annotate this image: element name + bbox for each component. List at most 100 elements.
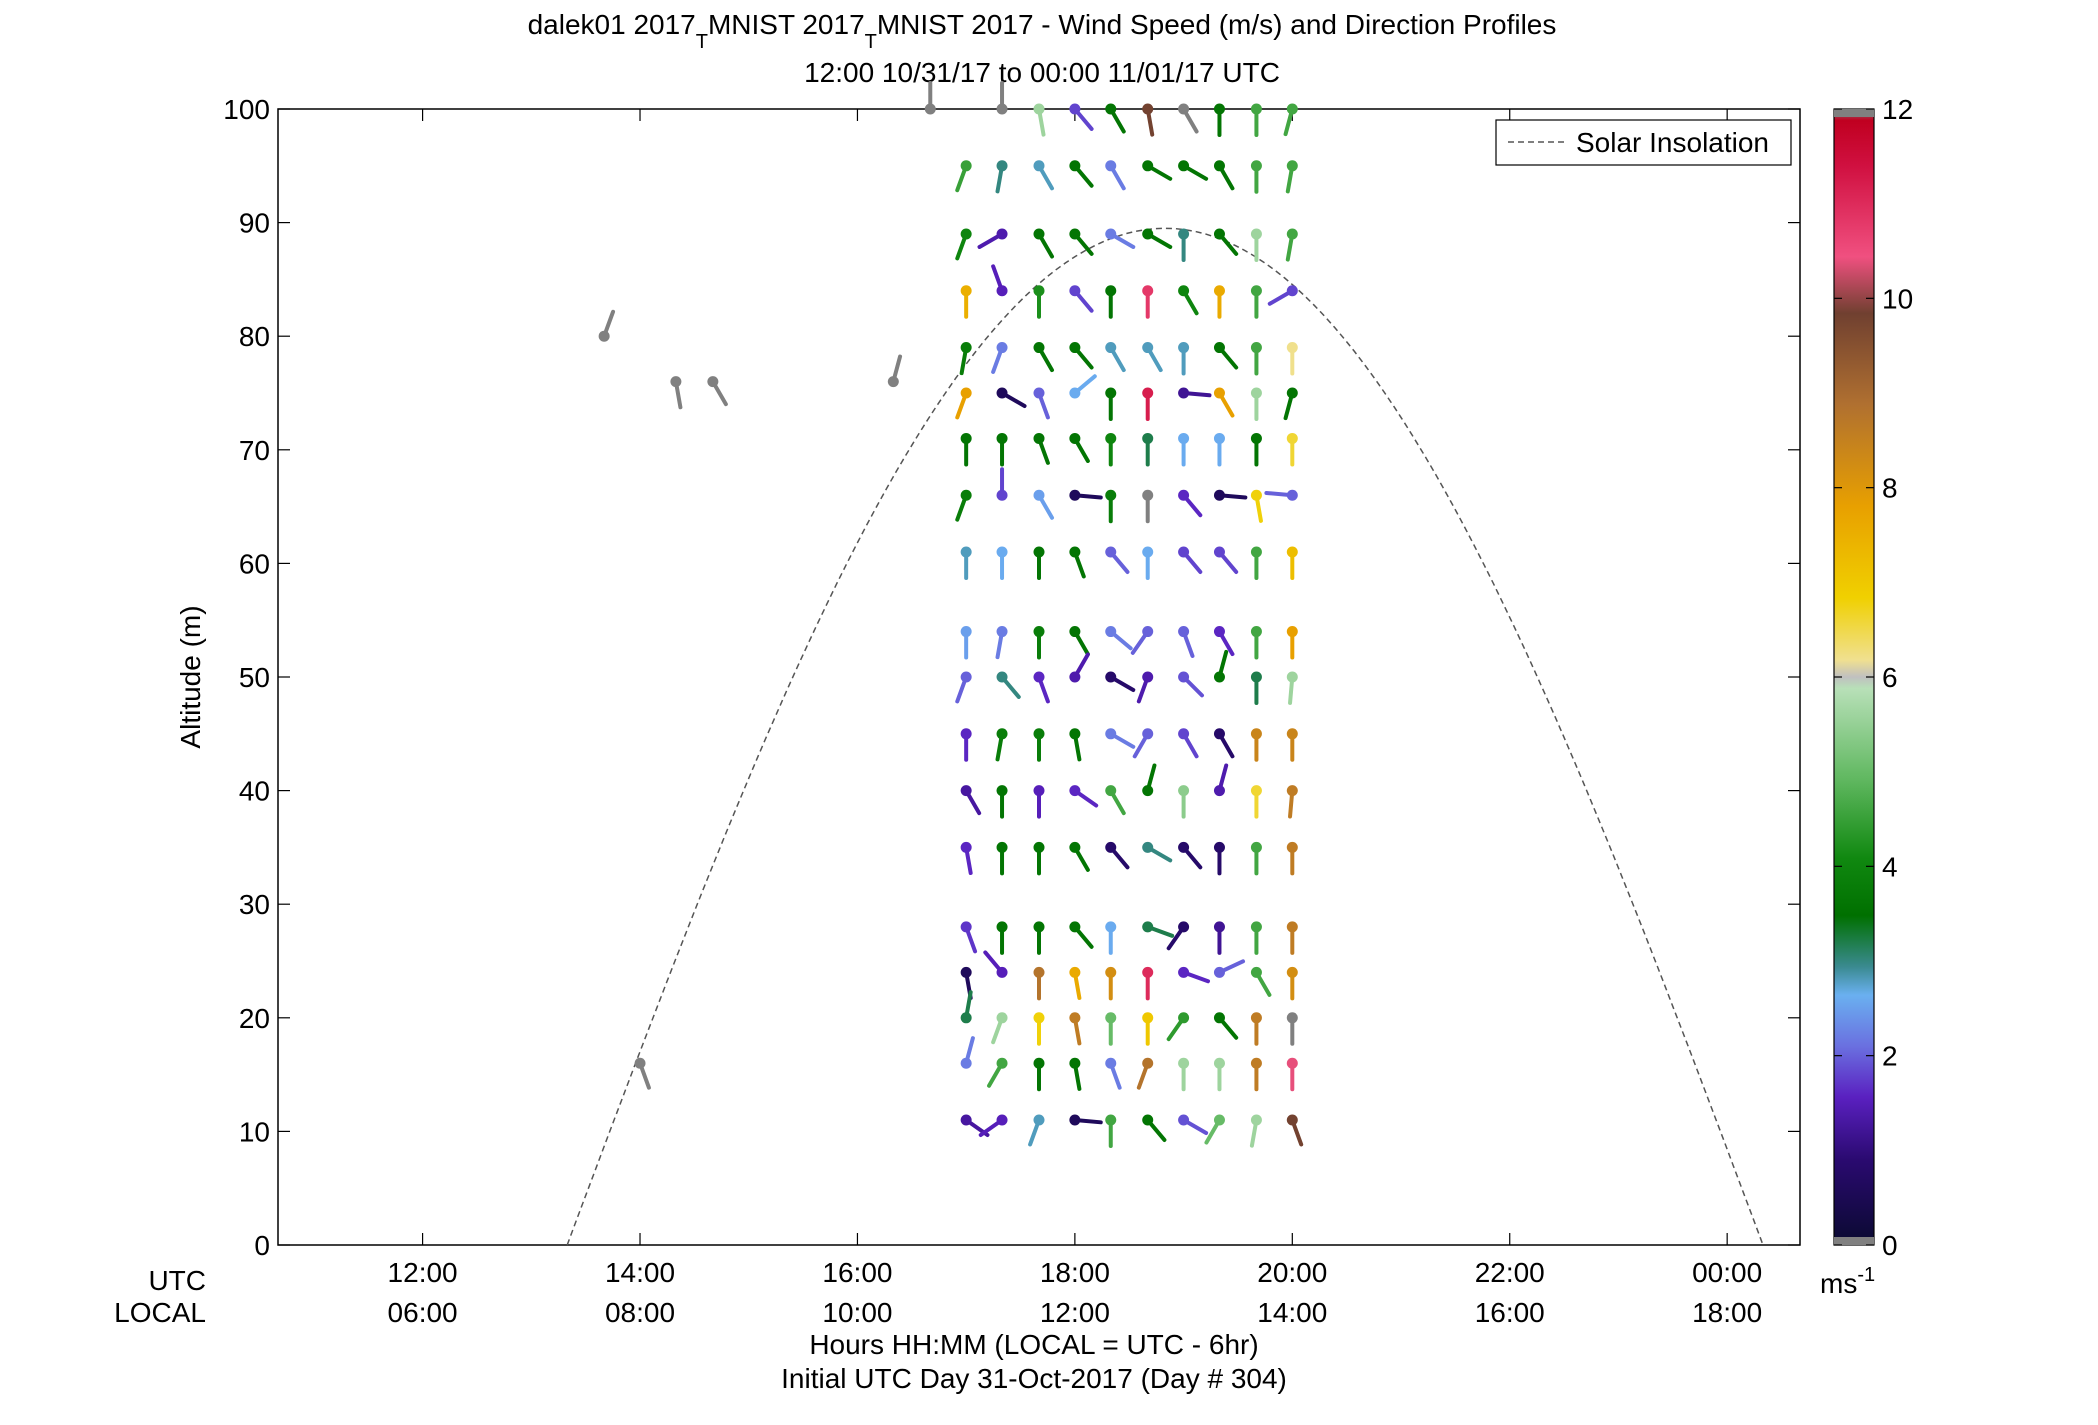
barb-dot bbox=[1142, 103, 1154, 115]
legend-entry-solar: Solar Insolation bbox=[1576, 127, 1769, 158]
barb-dot bbox=[1069, 841, 1081, 853]
wind-barb bbox=[1033, 387, 1050, 420]
y-tick-label: 80 bbox=[239, 321, 270, 352]
barb-dot bbox=[960, 228, 972, 240]
wind-barb bbox=[1069, 546, 1086, 579]
barb-dot bbox=[1069, 546, 1081, 558]
axis-ticks: 0 10 20 30 40 50 60 70 80 90 100 12:00 06:00 14:00 08:… bbox=[223, 94, 1800, 1328]
wind-barb bbox=[1142, 160, 1173, 181]
wind-barb bbox=[1178, 546, 1203, 574]
barb-dot bbox=[1178, 342, 1190, 354]
x-tick-label-utc: 12:00 bbox=[388, 1257, 458, 1288]
barb-dot bbox=[1178, 1057, 1190, 1069]
wind-barb bbox=[1105, 546, 1130, 574]
wind-barb bbox=[1286, 841, 1298, 876]
wind-barb bbox=[1142, 546, 1154, 581]
y-tick-label: 60 bbox=[239, 548, 270, 579]
wind-barb bbox=[1105, 921, 1117, 955]
barb-dot bbox=[598, 330, 610, 342]
wind-barb bbox=[1204, 1114, 1225, 1145]
barb-dot bbox=[1250, 1057, 1262, 1069]
wind-barb bbox=[1178, 103, 1199, 134]
barb-dot bbox=[1142, 785, 1154, 797]
barb-dot bbox=[1069, 785, 1081, 797]
barb-dot bbox=[1069, 921, 1081, 933]
wind-barb bbox=[1178, 432, 1190, 467]
wind-barb bbox=[995, 160, 1008, 194]
y-tick-label: 90 bbox=[239, 208, 270, 239]
barb-dot bbox=[1105, 921, 1117, 933]
barb-dot bbox=[1105, 785, 1117, 797]
barb-dot bbox=[887, 376, 899, 388]
wind-barb bbox=[996, 546, 1008, 581]
barb-dot bbox=[1142, 285, 1154, 297]
wind-barb bbox=[1142, 285, 1154, 319]
barb-dot bbox=[1250, 160, 1262, 172]
barb-dot bbox=[996, 1012, 1008, 1024]
wind-barb-isolated bbox=[887, 354, 903, 388]
barb-dot bbox=[1213, 1012, 1225, 1024]
barb-dot bbox=[1286, 387, 1298, 399]
wind-barb bbox=[1105, 671, 1136, 692]
chart-title-part-2: MNIST 2017 bbox=[708, 9, 865, 40]
barb-dot bbox=[1250, 728, 1262, 740]
barb-dot bbox=[996, 387, 1008, 399]
barb-dot bbox=[1286, 785, 1298, 797]
wind-barb bbox=[991, 1012, 1008, 1045]
barb-dot bbox=[707, 376, 719, 388]
wind-barb bbox=[1178, 1057, 1190, 1092]
wind-barb bbox=[1264, 489, 1298, 501]
wind-barb bbox=[960, 626, 972, 660]
barb-dot bbox=[1286, 432, 1298, 444]
barb-dot bbox=[1178, 841, 1190, 853]
colorbar-tick-label: 8 bbox=[1882, 473, 1898, 504]
barb-dot bbox=[1033, 671, 1045, 683]
barb-dot bbox=[1105, 387, 1117, 399]
barb-dot bbox=[1033, 966, 1045, 978]
wind-barb bbox=[1069, 432, 1090, 463]
barb-dot bbox=[1105, 966, 1117, 978]
wind-barb bbox=[960, 841, 973, 876]
barb-dot bbox=[1105, 1114, 1117, 1126]
wind-barb bbox=[955, 489, 972, 522]
barb-dot bbox=[996, 103, 1008, 115]
barb-dot bbox=[1069, 671, 1081, 683]
wind-barb bbox=[1105, 626, 1133, 651]
wind-barb bbox=[1250, 785, 1262, 819]
wind-barb bbox=[1250, 626, 1262, 660]
wind-barb bbox=[991, 264, 1008, 297]
wind-barb bbox=[1105, 728, 1136, 749]
wind-barb bbox=[983, 950, 1008, 978]
barb-dot bbox=[1069, 1114, 1081, 1126]
wind-barb bbox=[1178, 841, 1203, 870]
barb-dot bbox=[1033, 1057, 1045, 1069]
wind-barb-isolated bbox=[707, 376, 728, 407]
y-tick-label: 10 bbox=[239, 1116, 270, 1147]
barb-dot bbox=[1250, 921, 1262, 933]
wind-barb bbox=[1142, 1012, 1154, 1046]
barb-dot bbox=[670, 376, 682, 388]
wind-barb bbox=[1166, 1012, 1190, 1042]
x-axis-label-line1: Hours HH:MM (LOCAL = UTC - 6hr) bbox=[809, 1329, 1258, 1360]
wind-barb bbox=[955, 387, 972, 420]
chart-title: dalek01 2017TMNIST 2017TMNIST 2017 - Win… bbox=[528, 9, 1557, 53]
x-tick-label-local: 06:00 bbox=[388, 1297, 458, 1328]
barb-dot bbox=[1250, 489, 1262, 501]
barb-dot bbox=[1142, 489, 1154, 501]
barb-dot bbox=[1033, 841, 1045, 853]
y-axis-label: Altitude (m) bbox=[175, 605, 206, 748]
wind-barb bbox=[1105, 1057, 1122, 1090]
barb-dot bbox=[960, 546, 972, 558]
wind-barb bbox=[1136, 1057, 1154, 1090]
barb-dot bbox=[1105, 432, 1117, 444]
colorbar-tick-label: 4 bbox=[1882, 851, 1898, 882]
barb-dot bbox=[1178, 966, 1190, 978]
barb-dot bbox=[1250, 626, 1262, 638]
barb-dot bbox=[996, 671, 1008, 683]
wind-barb bbox=[1178, 728, 1199, 759]
barb-dot bbox=[1069, 285, 1081, 297]
wind-barb bbox=[960, 1036, 975, 1069]
wind-barb bbox=[1178, 785, 1190, 819]
chart-title-part-1: dalek01 2017 bbox=[528, 9, 696, 40]
local-row-label: LOCAL bbox=[114, 1297, 206, 1328]
